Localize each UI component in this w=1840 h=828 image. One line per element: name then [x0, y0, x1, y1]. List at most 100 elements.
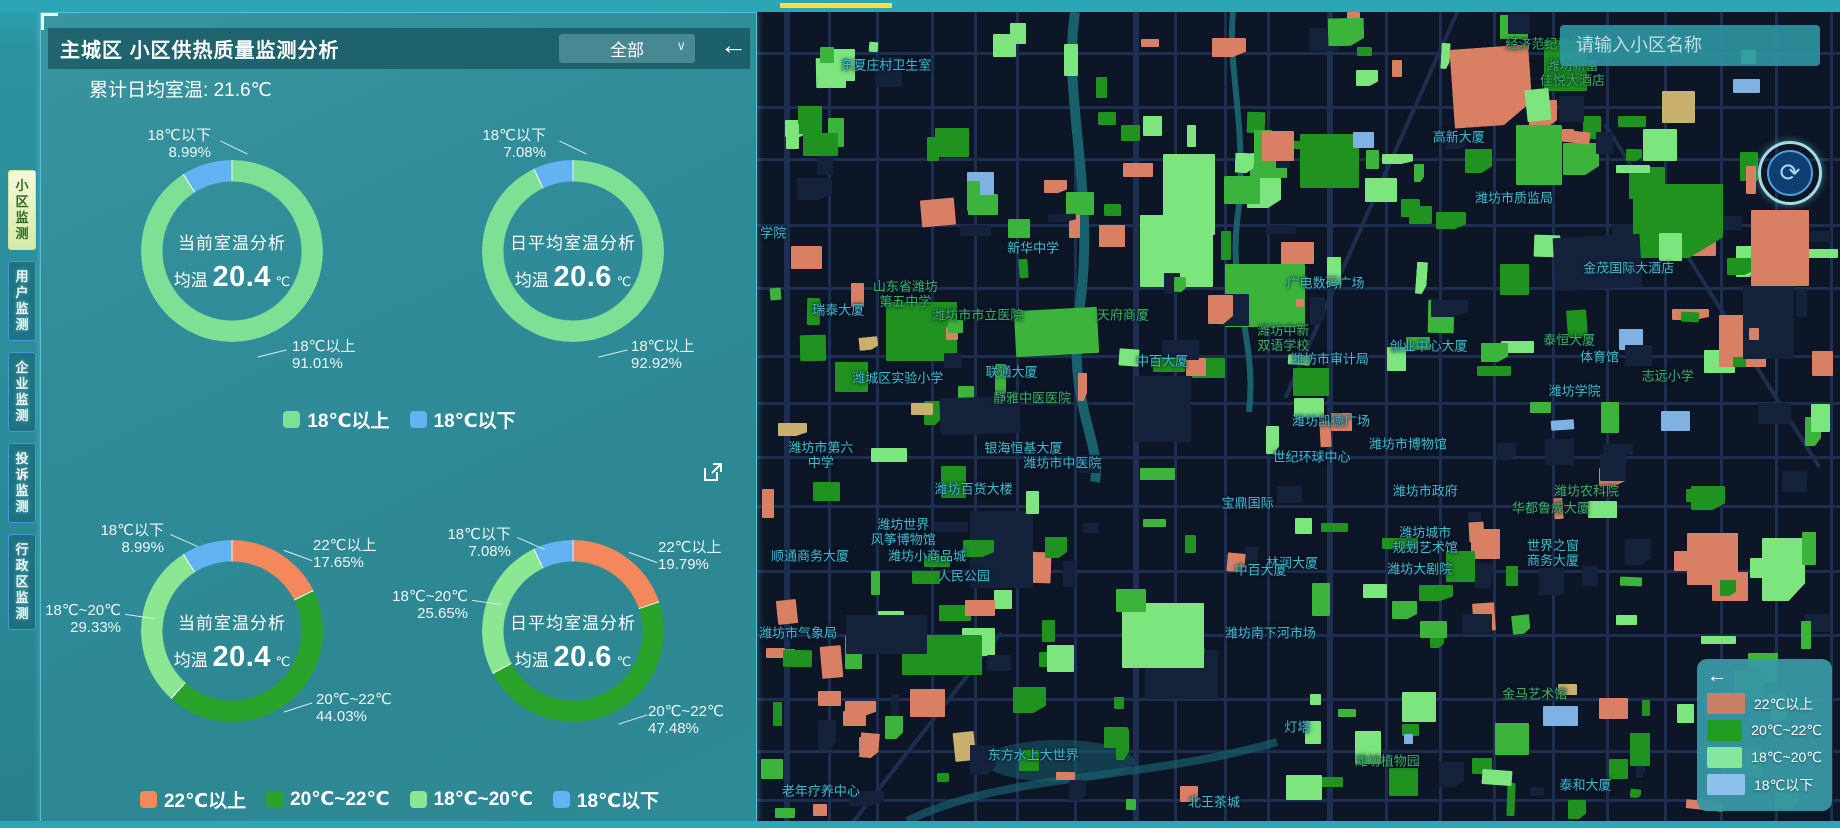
map-building[interactable] [1098, 112, 1116, 125]
map-building[interactable] [843, 711, 866, 726]
map-building[interactable] [1568, 800, 1586, 819]
map-building[interactable] [1224, 176, 1260, 204]
map-building[interactable] [1506, 782, 1516, 817]
map-building[interactable] [963, 540, 994, 557]
map-building[interactable] [1530, 787, 1544, 796]
map-building[interactable] [1801, 249, 1838, 258]
map-building[interactable] [871, 571, 880, 595]
map-building[interactable] [762, 489, 774, 518]
map-building[interactable] [799, 334, 827, 362]
map-building[interactable] [1687, 533, 1738, 585]
map-building[interactable] [1055, 771, 1076, 781]
map-building[interactable] [1353, 132, 1374, 148]
map-building[interactable] [871, 448, 907, 462]
map-building[interactable] [1481, 343, 1508, 362]
map-building[interactable] [1550, 419, 1575, 431]
map-building[interactable] [1018, 258, 1029, 279]
map-building[interactable] [1431, 300, 1468, 317]
compass-reset-control[interactable]: ⟳ [1758, 141, 1822, 205]
map-building[interactable] [1143, 519, 1166, 527]
map-building[interactable] [1104, 727, 1128, 748]
map-building[interactable] [1751, 210, 1809, 286]
map-building[interactable] [1096, 77, 1107, 98]
map-building[interactable] [993, 34, 1016, 57]
map-building[interactable] [1125, 798, 1137, 811]
map-building[interactable] [1749, 328, 1759, 340]
map-building[interactable] [1019, 750, 1039, 771]
map-building[interactable] [1013, 687, 1046, 713]
map-building[interactable] [1365, 178, 1397, 202]
map-building[interactable] [1727, 258, 1755, 275]
legend-item[interactable]: 18℃~20℃ [409, 786, 533, 813]
map-building[interactable] [1636, 755, 1645, 778]
map-building[interactable] [967, 181, 980, 211]
map-building[interactable] [965, 600, 995, 616]
map-building[interactable] [1477, 366, 1511, 376]
map-building[interactable] [761, 759, 783, 779]
map-building[interactable] [1508, 14, 1530, 34]
map-building[interactable] [1720, 580, 1736, 596]
map-building[interactable] [868, 41, 879, 53]
map-building[interactable] [1446, 551, 1475, 582]
map-building[interactable] [1141, 39, 1159, 47]
map-building[interactable] [819, 645, 844, 679]
map-building[interactable] [1802, 532, 1816, 565]
map-building[interactable] [1321, 523, 1348, 532]
map-building[interactable] [775, 599, 799, 625]
map-building[interactable] [944, 353, 962, 368]
map-building[interactable] [1063, 561, 1076, 587]
map-building[interactable] [1044, 180, 1067, 193]
map-building[interactable] [1762, 538, 1805, 601]
map-building[interactable] [791, 246, 822, 269]
map-building[interactable] [941, 466, 966, 498]
map-building[interactable] [849, 791, 884, 806]
map-building[interactable] [1121, 125, 1140, 141]
donut-ring[interactable] [482, 160, 664, 342]
map-building[interactable] [1406, 337, 1430, 350]
map-building[interactable] [1601, 402, 1619, 433]
map-building[interactable] [1123, 163, 1153, 177]
map-building[interactable] [1661, 411, 1690, 431]
map-building[interactable] [912, 571, 940, 584]
map-building[interactable] [1436, 212, 1466, 229]
map-building[interactable] [1659, 233, 1682, 261]
map-building[interactable] [1445, 137, 1466, 149]
map-building[interactable] [766, 648, 785, 658]
map-building[interactable] [846, 615, 927, 654]
map-building[interactable] [1414, 164, 1424, 182]
map-building[interactable] [1805, 614, 1830, 632]
sidebar-tab-0[interactable]: 小区监测 [8, 170, 36, 250]
map-building[interactable] [813, 482, 840, 501]
map-building[interactable] [818, 691, 841, 706]
map-building[interactable] [1392, 60, 1402, 77]
map-building[interactable] [1078, 373, 1087, 401]
map-building[interactable] [1266, 426, 1279, 454]
map-building[interactable] [1609, 759, 1628, 779]
map-building[interactable] [1295, 518, 1312, 534]
map-building[interactable] [1746, 166, 1756, 194]
map-building[interactable] [1122, 603, 1204, 668]
map-building[interactable] [1327, 257, 1341, 285]
map-building[interactable] [1026, 491, 1039, 514]
map-building[interactable] [1543, 706, 1578, 726]
map-building[interactable] [818, 720, 836, 750]
map-building[interactable] [782, 649, 813, 668]
map-building[interactable] [1382, 538, 1418, 549]
donut-ring[interactable] [141, 160, 323, 342]
map-building[interactable] [1079, 455, 1100, 473]
map-building[interactable] [1801, 621, 1811, 649]
map-building[interactable] [948, 320, 963, 333]
map-building[interactable] [1221, 231, 1231, 260]
map-building[interactable] [1404, 734, 1413, 744]
map-building[interactable] [773, 702, 782, 726]
map-building[interactable] [1625, 345, 1652, 366]
legend-collapse-arrow-icon[interactable]: ← [1707, 665, 1727, 687]
sidebar-tab-3[interactable]: 投诉监测 [8, 443, 36, 523]
sidebar-tab-1[interactable]: 用户监测 [8, 261, 36, 341]
map-building[interactable] [1506, 566, 1518, 586]
map-building[interactable] [1099, 225, 1125, 247]
legend-item[interactable]: 20℃~22℃ [266, 786, 390, 813]
donut-ring[interactable] [141, 540, 323, 722]
map-building[interactable] [1008, 219, 1030, 238]
scope-dropdown[interactable]: 全部 ∨ [559, 34, 695, 63]
